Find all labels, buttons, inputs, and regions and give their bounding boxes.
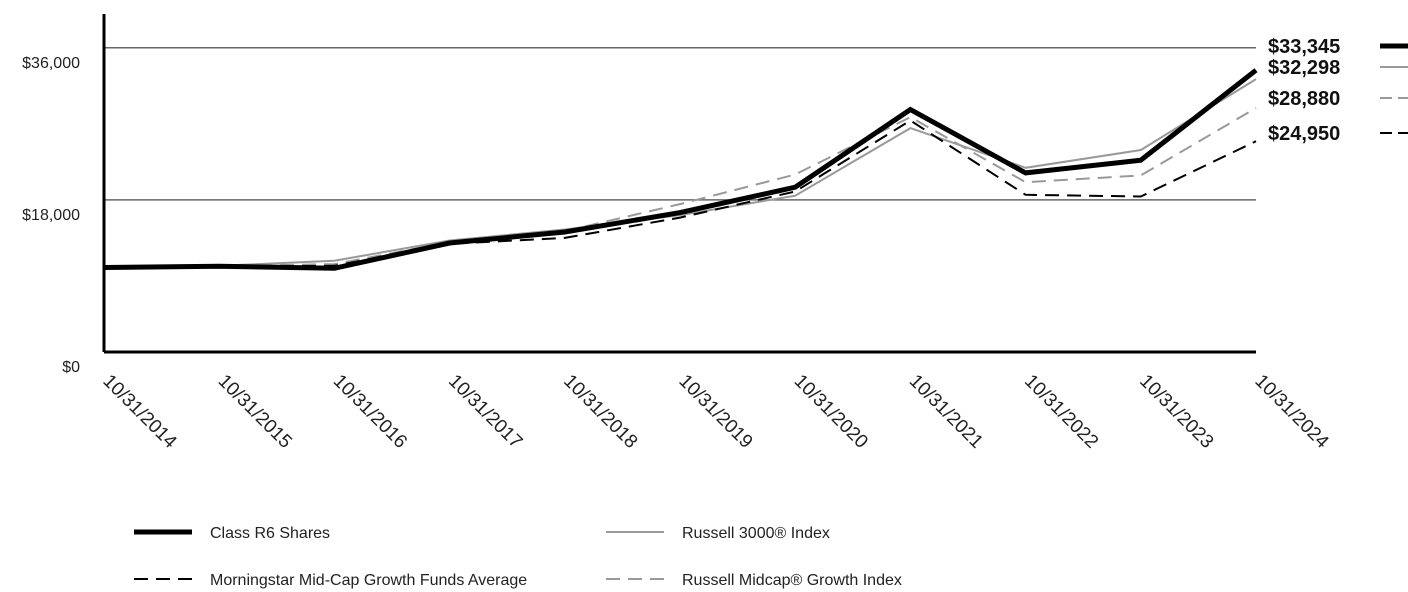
legend-label: Class R6 Shares — [210, 525, 330, 542]
end-labels: $33,345$32,298 $28,880 $24,950 — [1268, 36, 1408, 145]
legend: Class R6 Shares Russell 3000® Index Mornin… — [134, 525, 902, 589]
y-axis-ticks: $0 $18,000 $36,000 — [22, 55, 80, 376]
legend-label: Russell 3000® Index — [682, 525, 830, 542]
x-tick-label: 10/31/2018 — [559, 371, 641, 453]
x-axis-ticks: 10/31/2014 10/31/2015 10/31/2016 10/31/2017… — [98, 371, 1332, 453]
end-value-label: $24,950 — [1268, 123, 1340, 145]
x-tick-label: 10/31/2015 — [214, 371, 296, 453]
y-tick-label: $36,000 — [22, 55, 80, 72]
x-tick-label: 10/31/2023 — [1135, 371, 1217, 453]
series-line — [103, 68, 1258, 271]
y-tick-label: $0 — [62, 359, 80, 376]
y-tick-label: $18,000 — [22, 207, 80, 224]
series-lines — [103, 68, 1258, 271]
grid-lines — [104, 47, 1256, 201]
end-value-label: $32,298 — [1268, 57, 1340, 79]
x-tick-label: 10/31/2020 — [790, 371, 872, 453]
x-tick-label: 10/31/2019 — [674, 371, 756, 453]
end-value-label: $33,345 — [1268, 36, 1340, 58]
series-line — [103, 119, 1257, 269]
axes — [102, 14, 1256, 354]
legend-label: Russell Midcap® Growth Index — [682, 572, 902, 589]
series-line — [103, 107, 1257, 269]
x-tick-label: 10/31/2014 — [98, 371, 180, 453]
legend-label: Morningstar Mid-Cap Growth Funds Average — [210, 572, 527, 589]
end-value-label: $28,880 — [1268, 88, 1340, 110]
series-line — [103, 78, 1257, 269]
x-tick-label: 10/31/2021 — [905, 371, 987, 453]
x-tick-label: 10/31/2022 — [1020, 371, 1102, 453]
x-tick-label: 10/31/2024 — [1250, 371, 1332, 453]
x-tick-label: 10/31/2016 — [329, 371, 411, 453]
x-tick-label: 10/31/2017 — [444, 371, 526, 453]
